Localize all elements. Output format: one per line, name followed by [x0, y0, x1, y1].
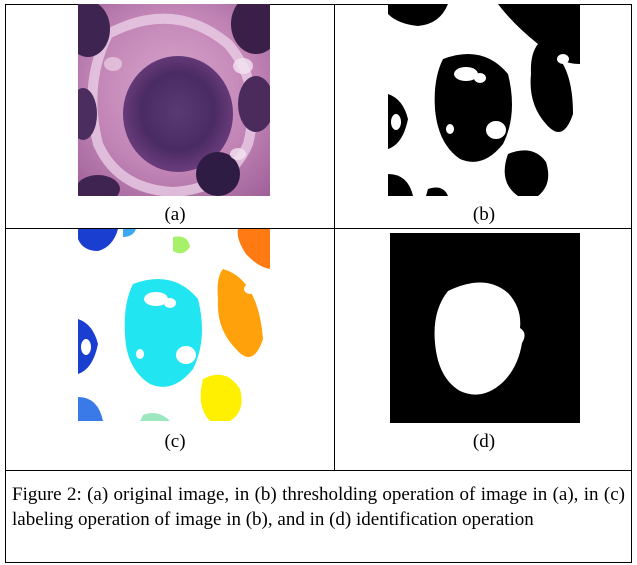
- panel-a-image: [78, 4, 270, 196]
- panel-c-label: (c): [164, 431, 186, 452]
- figure-caption: Figure 2: (a) original image, in (b) thr…: [12, 484, 625, 530]
- panel-c-image: [78, 229, 270, 421]
- panel-b-label: (b): [472, 204, 496, 225]
- panel-b-image: [388, 4, 580, 196]
- column-divider: [334, 4, 335, 471]
- panel-d-label: (d): [472, 431, 496, 452]
- panel-a-label: (a): [164, 204, 186, 225]
- row-divider-1: [5, 228, 632, 229]
- table-border-top: [5, 4, 632, 5]
- table-border-left: [5, 4, 6, 563]
- row-divider-2: [5, 470, 632, 471]
- table-border-bottom: [5, 562, 632, 563]
- table-border-right: [631, 4, 632, 563]
- panel-d-image: [390, 233, 580, 423]
